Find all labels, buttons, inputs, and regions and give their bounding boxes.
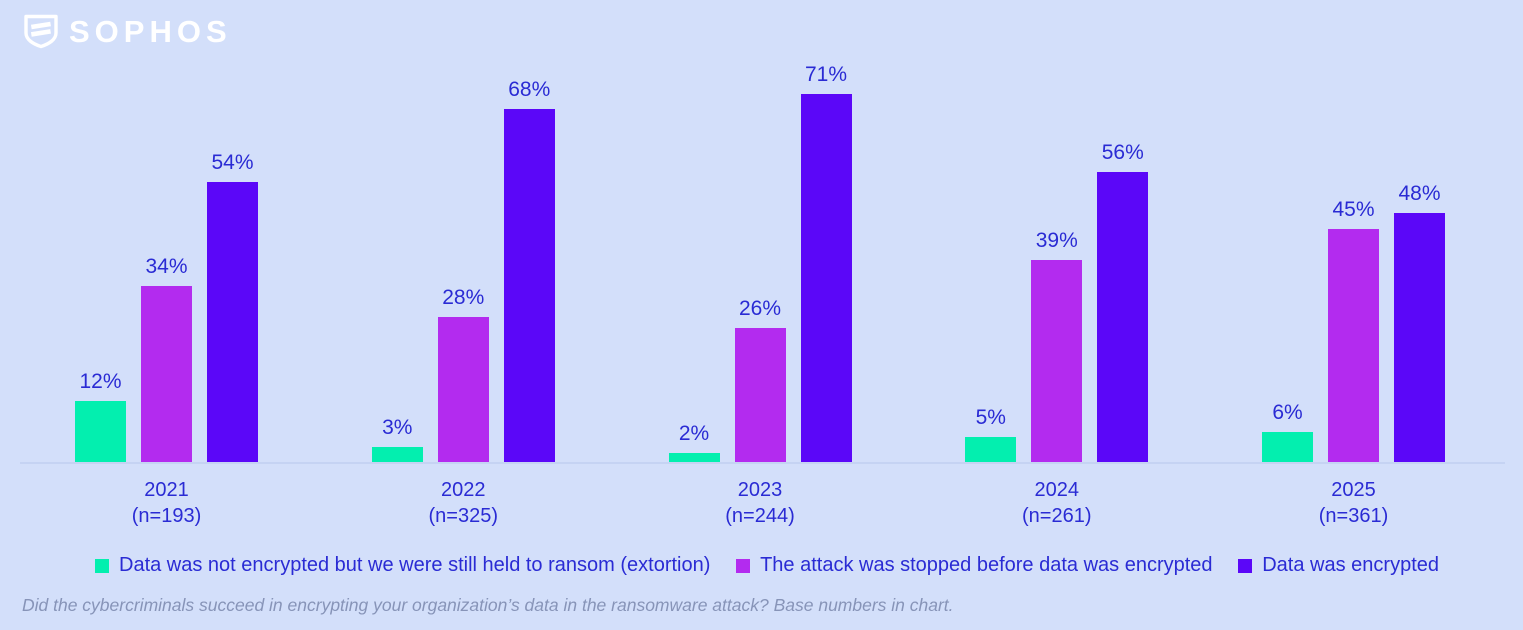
bar-column: 54% — [207, 151, 258, 463]
bar — [75, 400, 126, 463]
sophos-logo: SOPHOS — [22, 13, 232, 49]
survey-question-footnote: Did the cybercriminals succeed in encryp… — [22, 595, 954, 615]
bar — [371, 447, 423, 463]
category-year: 2024 — [1034, 479, 1080, 501]
bar-value-label: 54% — [211, 151, 254, 175]
bar-value-label: 3% — [382, 416, 413, 440]
bar — [437, 317, 489, 463]
bar-column: 39% — [1031, 229, 1083, 463]
bar — [503, 109, 555, 463]
category-base-number: (n=325) — [428, 505, 499, 527]
bar-group-2025: 6% 45% 48% — [1262, 182, 1445, 463]
bar-value-label: 2% — [678, 421, 710, 445]
bar-column: 5% — [965, 406, 1017, 463]
legend-item: Data was not encrypted but we were still… — [95, 554, 710, 577]
legend-item: The attack was stopped before data was e… — [736, 554, 1213, 577]
bar-column: 34% — [141, 255, 192, 463]
bar-value-label: 5% — [975, 406, 1006, 429]
chart-legend: Data was not encrypted but we were still… — [95, 554, 1439, 577]
legend-swatch — [95, 558, 109, 573]
bar-value-label: 26% — [738, 296, 782, 320]
bar-value-label: 48% — [1398, 182, 1441, 206]
bar-value-label: 12% — [79, 369, 122, 393]
bar-column: 56% — [1097, 140, 1149, 463]
category-base-number: (n=261) — [1022, 505, 1092, 527]
bar — [668, 452, 720, 463]
plot-area: 12% 34% 54% 3% 28% 68% 2% 26% 71% 5% 39% 56% 6% 45% 48… — [75, 40, 1445, 463]
category-year: 2023 — [737, 479, 783, 501]
bar-value-label: 34% — [145, 255, 188, 279]
bar-value-label: 71% — [804, 62, 848, 86]
bar — [207, 182, 258, 463]
bar-group-2024: 5% 39% 56% — [965, 140, 1149, 463]
legend-swatch — [1238, 558, 1253, 573]
bar — [1262, 431, 1313, 463]
legend-label: The attack was stopped before data was e… — [760, 554, 1213, 576]
x-axis-label-2022: 2022 (n=325) — [372, 477, 555, 529]
bar-group-2022: 3% 28% 68% — [371, 78, 555, 463]
category-base-number: (n=193) — [131, 505, 202, 527]
x-axis-baseline — [20, 462, 1505, 464]
bar — [734, 327, 786, 463]
bar-value-label: 68% — [508, 78, 551, 102]
bar-value-label: 28% — [442, 286, 485, 310]
sophos-logo-wordmark: SOPHOS — [69, 13, 232, 49]
bar-column: 71% — [800, 62, 852, 463]
x-axis-label-2021: 2021 (n=193) — [75, 477, 258, 529]
category-base-number: (n=361) — [1318, 505, 1389, 527]
category-year: 2025 — [1331, 479, 1376, 501]
legend-swatch — [736, 558, 751, 573]
category-year: 2021 — [144, 479, 189, 501]
bar — [141, 286, 192, 463]
legend-label: Data was encrypted — [1262, 554, 1439, 576]
bar-column: 6% — [1262, 401, 1313, 463]
bar-group-2021: 12% 34% 54% — [75, 151, 258, 463]
bar-group-2023: 2% 26% 71% — [668, 62, 852, 463]
bar-column: 26% — [734, 296, 786, 463]
bar-value-label: 39% — [1035, 229, 1078, 253]
bar-column: 48% — [1394, 182, 1445, 463]
bar — [1031, 260, 1083, 463]
bar-value-label: 6% — [1272, 400, 1303, 424]
legend-item: Data was encrypted — [1238, 554, 1439, 577]
bar-column: 3% — [371, 416, 423, 463]
bar-column: 12% — [75, 370, 126, 463]
x-axis-label-2023: 2023 (n=244) — [669, 477, 852, 529]
bar-column: 2% — [668, 421, 720, 463]
legend-label: Data was not encrypted but we were still… — [119, 554, 711, 576]
bar — [1394, 213, 1445, 463]
bar — [965, 437, 1017, 463]
bar-column: 68% — [503, 78, 555, 463]
bar — [800, 93, 852, 463]
bar-column: 28% — [437, 286, 489, 463]
x-axis-labels: 2021 (n=193) 2022 (n=325) 2023 (n=244) 2024 (n=… — [75, 477, 1445, 529]
category-base-number: (n=244) — [725, 505, 795, 527]
x-axis-label-2024: 2024 (n=261) — [965, 477, 1148, 529]
bar-value-label: 45% — [1332, 198, 1375, 221]
x-axis-label-2025: 2025 (n=361) — [1262, 477, 1445, 529]
bar — [1097, 171, 1149, 463]
sophos-shield-icon — [24, 14, 58, 49]
bar-value-label: 56% — [1101, 140, 1144, 164]
bar — [1328, 229, 1379, 463]
category-year: 2022 — [441, 479, 486, 501]
bar-column: 45% — [1328, 198, 1379, 463]
